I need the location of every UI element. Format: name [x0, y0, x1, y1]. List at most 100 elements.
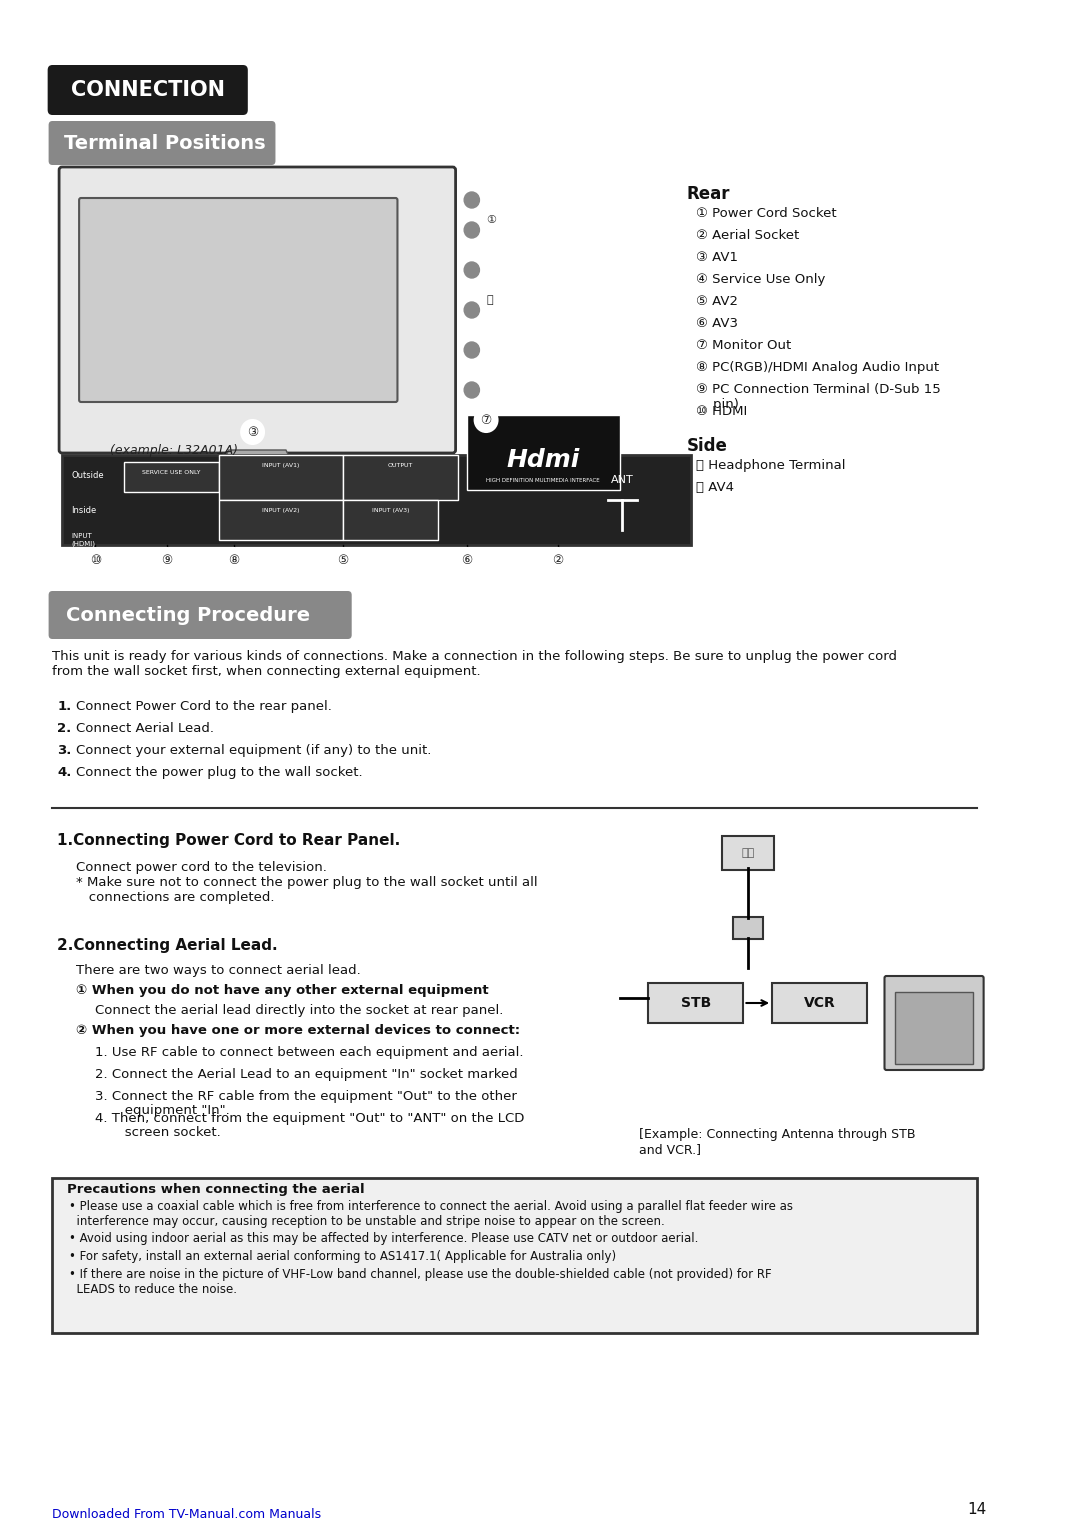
FancyBboxPatch shape	[62, 455, 691, 545]
Text: ⑪ Headphone Terminal: ⑪ Headphone Terminal	[696, 458, 846, 472]
Circle shape	[464, 261, 480, 278]
Circle shape	[464, 342, 480, 358]
FancyBboxPatch shape	[343, 500, 438, 539]
Text: 3.: 3.	[57, 744, 71, 756]
Text: 4.: 4.	[57, 766, 71, 779]
FancyBboxPatch shape	[723, 836, 774, 869]
Text: ⑦: ⑦	[481, 414, 491, 426]
Text: SERVICE USE ONLY: SERVICE USE ONLY	[143, 471, 201, 475]
Text: Precautions when connecting the aerial: Precautions when connecting the aerial	[67, 1183, 364, 1196]
Circle shape	[156, 549, 178, 571]
Text: Connect your external equipment (if any) to the unit.: Connect your external equipment (if any)…	[77, 744, 432, 756]
Text: 2.: 2.	[57, 723, 71, 735]
Circle shape	[464, 303, 480, 318]
FancyBboxPatch shape	[648, 983, 743, 1024]
Text: 1.: 1.	[57, 700, 71, 714]
Text: • For safety, install an external aerial conforming to AS1417.1( Applicable for : • For safety, install an external aerial…	[69, 1250, 616, 1264]
FancyBboxPatch shape	[79, 199, 397, 402]
Text: ③: ③	[247, 425, 258, 439]
Text: ②: ②	[552, 553, 563, 567]
FancyBboxPatch shape	[219, 500, 343, 539]
Circle shape	[222, 549, 245, 571]
Text: 1. Use RF cable to connect between each equipment and aerial.: 1. Use RF cable to connect between each …	[95, 1047, 524, 1059]
Text: ⑤: ⑤	[337, 553, 349, 567]
Text: screen socket.: screen socket.	[95, 1126, 221, 1138]
Text: Connect the aerial lead directly into the socket at rear panel.: Connect the aerial lead directly into th…	[95, 1004, 503, 1018]
Text: • Please use a coaxial cable which is free from interference to connect the aeri: • Please use a coaxial cable which is fr…	[69, 1199, 793, 1229]
Text: ⑨ PC Connection Terminal (D-Sub 15
    pin): ⑨ PC Connection Terminal (D-Sub 15 pin)	[696, 384, 941, 411]
Text: equipment "In".: equipment "In".	[95, 1105, 230, 1117]
Text: Connect the power plug to the wall socket.: Connect the power plug to the wall socke…	[77, 766, 363, 779]
FancyBboxPatch shape	[49, 591, 352, 639]
Text: ⑦: ⑦	[481, 414, 491, 426]
Text: Hdmi: Hdmi	[507, 448, 580, 472]
Text: [Example: Connecting Antenna through STB
and VCR.]: [Example: Connecting Antenna through STB…	[638, 1128, 915, 1157]
Text: Connect Aerial Lead.: Connect Aerial Lead.	[77, 723, 214, 735]
Text: ⑩: ⑩	[90, 553, 100, 567]
Text: ⑩ HDMI: ⑩ HDMI	[696, 405, 747, 419]
Text: ⑥ AV3: ⑥ AV3	[696, 316, 738, 330]
FancyBboxPatch shape	[49, 121, 275, 165]
Text: ③ AV1: ③ AV1	[696, 251, 738, 264]
Text: INPUT (AV2): INPUT (AV2)	[262, 507, 300, 513]
Text: ⑨: ⑨	[161, 553, 173, 567]
Text: ④ Service Use Only: ④ Service Use Only	[696, 274, 825, 286]
Text: 3. Connect the RF cable from the equipment "Out" to the other: 3. Connect the RF cable from the equipme…	[95, 1089, 517, 1103]
FancyBboxPatch shape	[343, 455, 458, 500]
Text: 4. Then, connect from the equipment "Out" to "ANT" on the LCD: 4. Then, connect from the equipment "Out…	[95, 1112, 525, 1125]
Text: ⑦ Monitor Out: ⑦ Monitor Out	[696, 339, 791, 351]
Text: ⑤ AV2: ⑤ AV2	[696, 295, 738, 309]
Text: Rear: Rear	[686, 185, 730, 203]
Text: ANT: ANT	[611, 475, 634, 484]
Text: ①: ①	[486, 215, 496, 225]
Circle shape	[464, 222, 480, 238]
Text: HIGH DEFINITION MULTIMEDIA INTERFACE: HIGH DEFINITION MULTIMEDIA INTERFACE	[486, 478, 600, 483]
FancyBboxPatch shape	[885, 976, 984, 1070]
Polygon shape	[219, 451, 296, 471]
Text: 14: 14	[968, 1502, 986, 1517]
Text: ② When you have one or more external devices to connect:: ② When you have one or more external dev…	[77, 1024, 521, 1038]
FancyBboxPatch shape	[733, 917, 764, 940]
FancyBboxPatch shape	[48, 66, 247, 115]
Text: ⑧ PC(RGB)/HDMI Analog Audio Input: ⑧ PC(RGB)/HDMI Analog Audio Input	[696, 361, 939, 374]
Text: There are two ways to connect aerial lead.: There are two ways to connect aerial lea…	[77, 964, 361, 976]
Text: INPUT (AV1): INPUT (AV1)	[262, 463, 300, 468]
Text: INPUT (AV3): INPUT (AV3)	[372, 507, 409, 513]
FancyBboxPatch shape	[219, 455, 343, 500]
Text: Connect power cord to the television.
* Make sure not to connect the power plug : Connect power cord to the television. * …	[77, 860, 538, 905]
Text: • Avoid using indoor aerial as this may be affected by interference. Please use : • Avoid using indoor aerial as this may …	[69, 1232, 698, 1245]
Text: ① Power Cord Socket: ① Power Cord Socket	[696, 206, 836, 220]
Circle shape	[456, 549, 478, 571]
Text: Terminal Positions: Terminal Positions	[64, 133, 266, 153]
Text: ⑫ AV4: ⑫ AV4	[696, 481, 733, 494]
Circle shape	[464, 193, 480, 208]
Text: CONNECTION: CONNECTION	[70, 79, 225, 99]
FancyBboxPatch shape	[59, 167, 456, 452]
Text: VCR: VCR	[804, 996, 836, 1010]
Text: ⑫: ⑫	[486, 295, 492, 306]
Text: Side: Side	[686, 437, 727, 455]
Text: (example: L32A01A): (example: L32A01A)	[109, 443, 238, 457]
Text: 1.Connecting Power Cord to Rear Panel.: 1.Connecting Power Cord to Rear Panel.	[57, 833, 401, 848]
Text: OUTPUT: OUTPUT	[388, 463, 413, 468]
Text: ② Aerial Socket: ② Aerial Socket	[696, 229, 799, 241]
Text: Connecting Procedure: Connecting Procedure	[66, 605, 310, 625]
Text: ⑧: ⑧	[228, 553, 239, 567]
Circle shape	[241, 420, 264, 445]
Circle shape	[474, 408, 498, 432]
Text: 2. Connect the Aerial Lead to an equipment "In" socket marked: 2. Connect the Aerial Lead to an equipme…	[95, 1068, 518, 1080]
Text: ⑥: ⑥	[461, 553, 473, 567]
Text: Outside: Outside	[71, 471, 104, 480]
Text: Connect Power Cord to the rear panel.: Connect Power Cord to the rear panel.	[77, 700, 333, 714]
Text: • If there are noise in the picture of VHF-Low band channel, please use the doub: • If there are noise in the picture of V…	[69, 1268, 771, 1296]
Text: ① When you do not have any other external equipment: ① When you do not have any other externa…	[77, 984, 489, 996]
FancyBboxPatch shape	[467, 416, 620, 490]
Text: 2.Connecting Aerial Lead.: 2.Connecting Aerial Lead.	[57, 938, 278, 953]
Text: This unit is ready for various kinds of connections. Make a connection in the fo: This unit is ready for various kinds of …	[53, 649, 897, 678]
Text: INPUT
(HDMI): INPUT (HDMI)	[71, 533, 95, 547]
FancyBboxPatch shape	[53, 1178, 977, 1332]
Text: Downloaded From TV-Manual.com Manuals: Downloaded From TV-Manual.com Manuals	[53, 1508, 322, 1522]
Text: Inside: Inside	[71, 506, 97, 515]
Text: STB: STB	[680, 996, 711, 1010]
Circle shape	[84, 549, 107, 571]
